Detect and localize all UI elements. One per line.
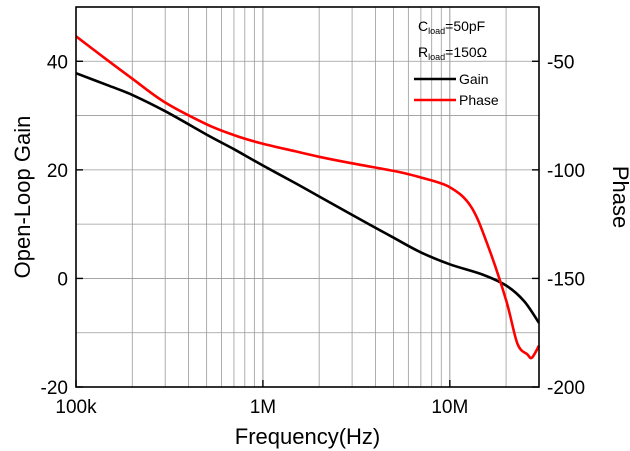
- cond-main: C: [418, 18, 428, 34]
- ticks: [75, 60, 539, 388]
- y-left-tick-label: 20: [47, 161, 68, 182]
- y-left-tick-label: 0: [57, 269, 68, 290]
- y-axis-title-left: Open-Loop Gain: [10, 116, 35, 279]
- legend-condition-rload: Rload=150Ω: [418, 44, 487, 62]
- y-left-tick-label: 40: [47, 52, 68, 73]
- legend-label-phase: Phase: [459, 92, 499, 108]
- y-left-tick-label: -20: [41, 378, 68, 399]
- y-axis-title-right: Phase: [608, 166, 630, 228]
- legend-condition-cload: Cload=50pF: [418, 18, 485, 36]
- x-tick-label: 100k: [55, 397, 97, 418]
- cond-sub: load: [428, 52, 445, 62]
- cond-value: =150Ω: [445, 44, 487, 60]
- y-right-tick-label: -150: [547, 269, 585, 290]
- x-tick-label: 10M: [431, 397, 468, 418]
- plot-frame: [75, 6, 540, 388]
- series-layer: [75, 35, 541, 360]
- legend-label-gain: Gain: [459, 71, 489, 87]
- x-axis-title: Frequency(Hz): [235, 424, 380, 449]
- grid: [76, 7, 539, 387]
- tick-labels: 100k 1M 10M 40 20 0 -20 -50 -100 -150 -200: [41, 52, 586, 418]
- y-right-tick-label: -50: [547, 52, 574, 73]
- series-line-phase: [75, 35, 541, 360]
- series-line-gain: [75, 71, 541, 324]
- y-right-tick-label: -200: [547, 378, 585, 399]
- y-right-tick-label: -100: [547, 161, 585, 182]
- x-tick-label: 1M: [250, 397, 276, 418]
- cond-value: =50pF: [445, 18, 485, 34]
- cond-main: R: [418, 44, 428, 60]
- cond-sub: load: [428, 26, 445, 36]
- legend: Cload=50pF Rload=150Ω Gain Phase: [414, 18, 499, 108]
